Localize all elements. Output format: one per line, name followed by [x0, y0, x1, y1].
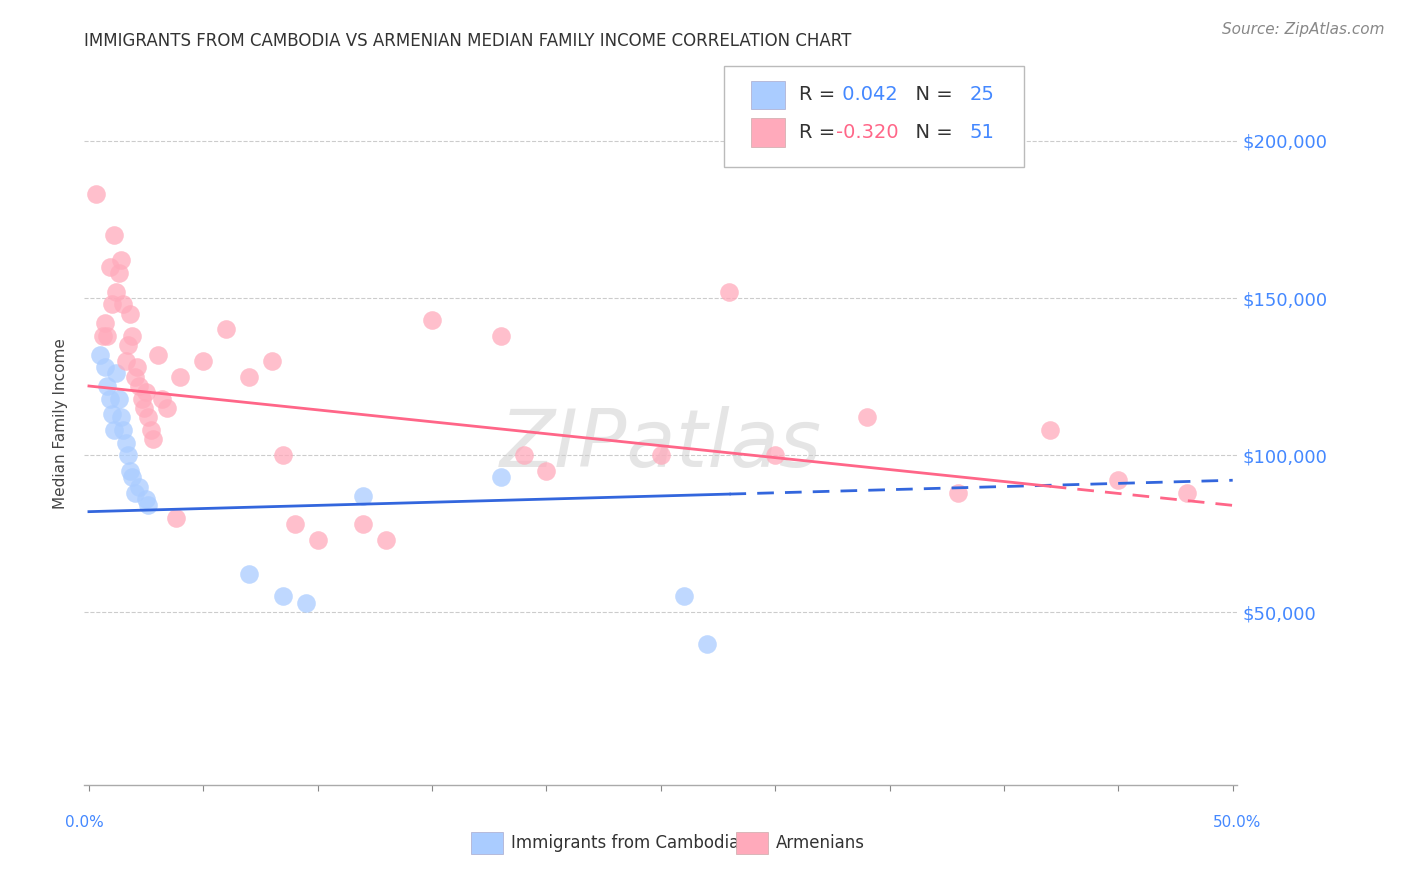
Point	[105, 367, 128, 381]
FancyBboxPatch shape	[724, 66, 1024, 167]
Point	[352, 489, 374, 503]
Point	[125, 360, 148, 375]
Point	[124, 369, 146, 384]
Point	[128, 479, 150, 493]
FancyBboxPatch shape	[751, 80, 786, 110]
Point	[112, 423, 135, 437]
Point	[260, 354, 283, 368]
Point	[89, 348, 111, 362]
Point	[112, 297, 135, 311]
Point	[1175, 485, 1198, 500]
Point	[110, 253, 132, 268]
Point	[948, 485, 970, 500]
Point	[536, 464, 558, 478]
Point	[165, 511, 187, 525]
Point	[139, 423, 162, 437]
Point	[103, 228, 125, 243]
Point	[128, 379, 150, 393]
Point	[307, 533, 329, 547]
Point	[489, 470, 512, 484]
Point	[150, 392, 173, 406]
Text: R =: R =	[799, 123, 842, 142]
Point	[273, 590, 295, 604]
Point	[420, 313, 443, 327]
Point	[238, 369, 260, 384]
Point	[1107, 473, 1129, 487]
Point	[101, 407, 124, 421]
Point	[110, 410, 132, 425]
Point	[117, 338, 139, 352]
Point	[138, 499, 160, 513]
Text: N =: N =	[903, 86, 959, 104]
Point	[1039, 423, 1062, 437]
Point	[101, 297, 124, 311]
Point	[352, 517, 374, 532]
Point	[375, 533, 398, 547]
Point	[94, 316, 117, 330]
Text: 0.0%: 0.0%	[65, 815, 104, 830]
Point	[107, 392, 129, 406]
Point	[273, 448, 295, 462]
Point	[84, 187, 107, 202]
Point	[855, 410, 877, 425]
Point	[132, 401, 155, 415]
Point	[135, 385, 157, 400]
Point	[672, 590, 695, 604]
Point	[146, 348, 169, 362]
Point	[114, 354, 136, 368]
Point	[284, 517, 307, 532]
FancyBboxPatch shape	[735, 832, 768, 854]
Point	[91, 328, 114, 343]
Point	[124, 485, 146, 500]
Point	[193, 354, 215, 368]
Point	[135, 492, 157, 507]
Point	[763, 448, 786, 462]
Point	[120, 464, 142, 478]
Point	[156, 401, 179, 415]
Point	[107, 266, 129, 280]
Text: Armenians: Armenians	[776, 834, 865, 852]
Point	[142, 433, 165, 447]
Point	[238, 567, 260, 582]
Text: 51: 51	[970, 123, 994, 142]
Point	[98, 392, 121, 406]
Point	[105, 285, 128, 299]
Point	[696, 637, 718, 651]
Text: IMMIGRANTS FROM CAMBODIA VS ARMENIAN MEDIAN FAMILY INCOME CORRELATION CHART: IMMIGRANTS FROM CAMBODIA VS ARMENIAN MED…	[84, 32, 852, 50]
Text: 50.0%: 50.0%	[1213, 815, 1261, 830]
Point	[131, 392, 153, 406]
Point	[98, 260, 121, 274]
Y-axis label: Median Family Income: Median Family Income	[53, 338, 69, 509]
Point	[138, 410, 160, 425]
Point	[512, 448, 534, 462]
Text: R =: R =	[799, 86, 842, 104]
FancyBboxPatch shape	[751, 118, 786, 147]
Text: N =: N =	[903, 123, 959, 142]
Point	[117, 448, 139, 462]
Text: Immigrants from Cambodia: Immigrants from Cambodia	[510, 834, 740, 852]
FancyBboxPatch shape	[471, 832, 503, 854]
Point	[120, 307, 142, 321]
Point	[650, 448, 672, 462]
Text: ZIPatlas: ZIPatlas	[499, 407, 823, 484]
Point	[94, 360, 117, 375]
Point	[103, 423, 125, 437]
Point	[169, 369, 191, 384]
Text: -0.320: -0.320	[837, 123, 898, 142]
Point	[215, 322, 238, 336]
Text: Source: ZipAtlas.com: Source: ZipAtlas.com	[1222, 22, 1385, 37]
Point	[718, 285, 741, 299]
Point	[121, 470, 143, 484]
Text: 0.042: 0.042	[837, 86, 898, 104]
Point	[121, 328, 143, 343]
Point	[96, 379, 118, 393]
Text: 25: 25	[970, 86, 994, 104]
Point	[114, 435, 136, 450]
Point	[489, 328, 512, 343]
Point	[96, 328, 118, 343]
Point	[295, 596, 318, 610]
